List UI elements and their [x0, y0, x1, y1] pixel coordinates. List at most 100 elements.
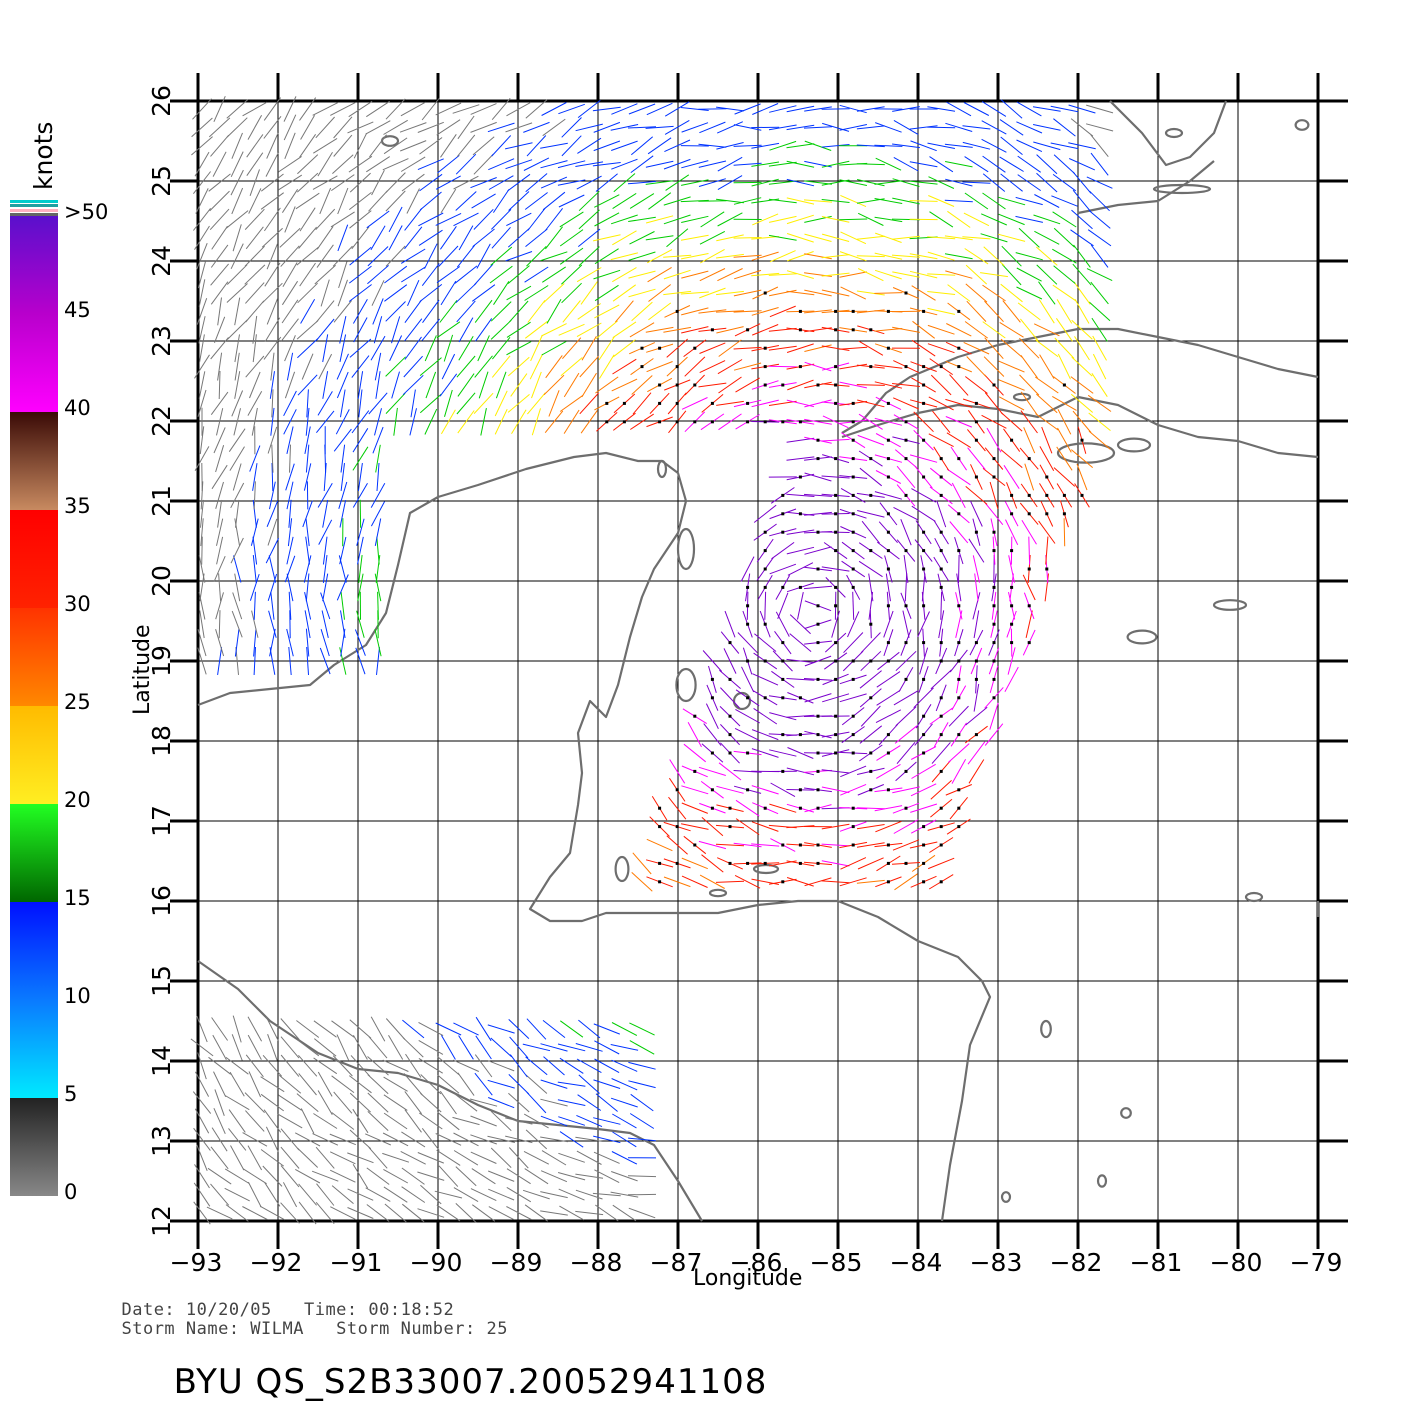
wind-vector	[990, 703, 998, 730]
wind-vector	[251, 519, 258, 546]
wind-vector	[895, 874, 918, 890]
wind-vector	[408, 280, 419, 306]
wind-vector	[965, 249, 988, 264]
wind-vector	[632, 302, 653, 321]
wind-vector	[698, 201, 726, 202]
wind-vector	[822, 255, 850, 258]
wind-vector	[822, 770, 850, 773]
wind-dot	[676, 420, 679, 423]
lat-tick-label: 22	[147, 405, 176, 437]
wind-vector	[734, 270, 761, 278]
wind-vector	[549, 390, 559, 416]
wind-vector	[332, 1021, 355, 1037]
wind-vector	[575, 1174, 603, 1178]
wind-vector	[772, 542, 795, 558]
lat-tick-label: 23	[147, 325, 176, 357]
wind-vector	[353, 1035, 367, 1059]
wind-vector	[1036, 414, 1059, 430]
wind-vector	[952, 483, 965, 508]
wind-dot	[905, 494, 908, 497]
wind-vector	[718, 157, 742, 171]
wind-vector	[422, 1128, 439, 1150]
wind-vector	[212, 1128, 227, 1152]
wind-dot	[975, 660, 978, 663]
wind-dot	[975, 641, 978, 644]
wind-vector	[822, 787, 849, 793]
wind-dot	[781, 420, 784, 423]
wind-dot	[641, 347, 644, 350]
wind-vector	[1091, 245, 1108, 267]
wind-vector	[301, 115, 315, 139]
wind-dot	[834, 512, 837, 515]
wind-vector	[633, 853, 651, 874]
wind-vector	[614, 174, 635, 192]
wind-dot	[817, 641, 820, 644]
wind-vector	[232, 133, 243, 159]
wind-dot	[781, 641, 784, 644]
wind-vector	[349, 101, 372, 116]
wind-vector	[491, 1038, 512, 1057]
wind-dot	[957, 549, 960, 552]
wind-dot	[799, 476, 802, 479]
wind-vector	[366, 121, 391, 134]
wind-dot	[993, 678, 996, 681]
wind-vector	[471, 1152, 497, 1163]
wind-vector	[894, 120, 918, 134]
wind-vector	[911, 784, 936, 796]
wind-dot	[1028, 512, 1031, 515]
wind-vector	[822, 861, 850, 866]
wind-vector	[506, 213, 531, 225]
wind-dot	[781, 384, 784, 387]
wind-vector	[405, 1110, 422, 1133]
wind-vector	[611, 159, 637, 169]
wind-vector	[491, 1148, 511, 1168]
wind-vector	[1039, 282, 1056, 305]
colorbar-label: >50	[64, 200, 108, 224]
wind-vector	[894, 691, 918, 705]
wind-vector	[508, 1093, 529, 1112]
wind-vector	[877, 672, 900, 688]
wind-vector	[366, 157, 389, 172]
wind-vector	[219, 610, 220, 638]
wind-vector	[403, 375, 423, 394]
wind-vector	[975, 574, 978, 602]
wind-vector	[742, 667, 754, 692]
wind-dot	[799, 788, 802, 791]
wind-vector	[236, 500, 239, 528]
wind-vector	[840, 878, 867, 886]
wind-vector	[301, 299, 315, 323]
wind-vector	[492, 356, 510, 378]
wind-vector	[283, 263, 297, 287]
wind-vector	[562, 283, 582, 303]
wind-vector	[822, 346, 850, 351]
wind-vector	[317, 245, 333, 268]
lon-tick-label: −90	[410, 1248, 463, 1277]
wind-vector	[1045, 574, 1048, 602]
wind-vector	[385, 1204, 406, 1222]
wind-dot	[940, 660, 943, 663]
wind-vector	[681, 327, 708, 333]
wind-vector	[547, 299, 561, 323]
wind-dot	[1028, 457, 1031, 460]
wind-vector	[734, 163, 762, 165]
wind-vector	[776, 612, 789, 637]
wind-vector	[318, 391, 332, 415]
wind-vector	[859, 341, 883, 355]
wind-vector	[875, 233, 901, 242]
wind-vector	[1001, 137, 1023, 155]
wind-vector	[269, 555, 275, 582]
wind-vector	[306, 445, 308, 473]
wind-vector	[442, 354, 454, 379]
wind-vector	[419, 1040, 443, 1054]
wind-dot	[676, 788, 679, 791]
wind-vector	[336, 409, 349, 434]
wind-vector	[932, 411, 950, 433]
wind-dot	[764, 696, 767, 699]
wind-dot	[834, 549, 837, 552]
wind-vector	[599, 337, 614, 360]
wind-vector	[230, 447, 245, 471]
wind-vector	[1054, 228, 1074, 247]
wind-dot	[869, 770, 872, 773]
wind-vector	[209, 1057, 231, 1074]
wind-vector	[1087, 177, 1113, 188]
